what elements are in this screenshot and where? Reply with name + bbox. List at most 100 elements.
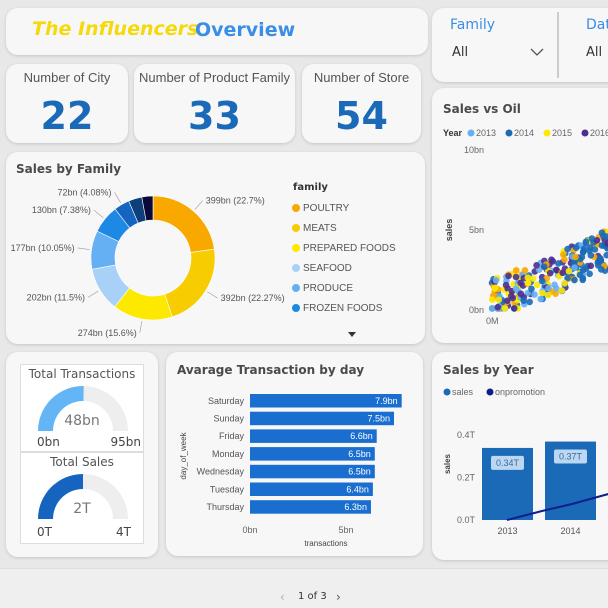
family-slicer-value: All [452,45,469,60]
data-label: 177bn (10.05%) [11,243,75,253]
scatter-point [521,267,529,274]
divider [557,12,559,78]
scatter-point [587,262,595,270]
scatter-point [552,285,560,292]
scatter-point [604,240,608,247]
category-label: Saturday [208,396,245,406]
scatter-point [586,270,593,278]
data-label: 399bn (22.7%) [206,196,265,206]
scatter-point [520,297,528,304]
kpi-number-of-store: Number of Store 54 [302,64,421,143]
family-slicer-dropdown[interactable]: All [444,42,554,64]
scatter-point [571,264,578,271]
legend-item[interactable]: POULTRY [292,198,396,218]
scatter-point [510,305,518,312]
leader-line [93,209,104,218]
y-tick-label: 0.0T [457,515,476,525]
sales-by-year-card: Sales by Year sales onpromotion 0.0T 0.2T 0.… [432,352,608,560]
legend-dot-icon [486,388,494,396]
category-label: Tuesday [210,484,245,494]
legend-item[interactable]: SEAFOOD [292,258,396,278]
prev-page-button[interactable]: ‹ [280,590,285,604]
data-label: 6.6bn [350,431,373,441]
scatter-point [531,291,538,298]
leader-line [77,247,90,250]
gauge-max: 4T [116,525,131,539]
data-label: 274bn (15.6%) [78,328,137,338]
donut-slice [164,248,216,318]
scatter-point [572,244,580,252]
legend-dot-icon [443,388,451,396]
header-card: The Influencers Overview [6,8,428,55]
scatter-point [508,292,515,300]
legend-item[interactable]: FROZEN FOODS [292,298,396,318]
x-tick-label: 2014 [560,526,580,536]
avg-transaction-card: Avarage Transaction by day Saturday 7.9bn… [166,352,423,556]
scatter-point [505,272,512,280]
y-axis-label: sales [444,219,454,242]
next-page-button[interactable]: › [336,590,341,604]
gauge-value: 2T [73,501,91,517]
x-axis-label: transactions [304,539,347,548]
y-tick-label: 10bn [464,145,484,155]
scatter-point [502,281,510,289]
scatter-point [564,274,571,282]
scatter-point [553,266,560,274]
chart-title: Avarage Transaction by day [177,363,365,377]
category-label: Wednesday [197,467,245,477]
data-label: 202bn (11.5%) [27,292,85,302]
data-label: 392bn (22.27%) [221,293,285,303]
legend-item[interactable]: PRODUCE [292,278,396,298]
scatter-point [558,287,566,294]
data-label: 0.34T [496,458,520,468]
legend-dot-icon [292,284,300,292]
gauge-title: Total Transactions [28,367,136,381]
data-label: 6.3bn [344,502,367,512]
bar [250,464,375,479]
y-axis-label: sales [443,453,452,474]
kpi-label: Number of City [23,70,111,85]
scroll-down-icon[interactable] [348,332,356,338]
legend-item[interactable]: MEATS [292,218,396,238]
category-label: Monday [212,449,245,459]
data-label-bg [491,455,524,470]
date-slicer-dropdown[interactable]: All [586,45,603,60]
bar [250,500,371,514]
legend-dot-icon [292,204,300,212]
page-title: Overview [195,19,296,41]
data-label: 7.5bn [367,413,390,423]
slicer-card: Family All Dat All [432,8,608,82]
legend-dot-icon [543,129,551,137]
donut-slice [141,195,154,221]
gauge-arc [38,474,128,519]
scatter-point [597,266,605,273]
scatter-point [587,252,595,259]
kpi-number-of-product-family: Number of Product Family 33 [134,64,295,143]
scatter-point [559,269,566,277]
legend-item[interactable]: PREPARED FOODS [292,238,396,258]
scatter-point [546,269,554,277]
combo-chart: sales onpromotion 0.0T 0.2T 0.4T sales 0.34T 20… [443,387,608,536]
scatter-point [561,280,568,287]
gauge-total-sales: Total Sales 2T 0T 4T [20,452,144,544]
x-tick-label: 0bn [242,525,257,535]
gauge-total-transactions: Total Transactions 48bn 0bn 95bn [20,364,144,452]
scatter-point [501,305,509,312]
scatter-point [512,273,520,281]
leader-line [114,192,121,203]
scatter-point [572,253,579,261]
legend-label: 2013 [476,128,496,138]
scatter-point [512,267,520,274]
page-navigation: ‹ 1 of 3 › [0,568,608,608]
scatter-point [593,237,601,244]
legend-dot-icon [505,129,513,137]
bar [250,411,394,426]
scatter-point [524,279,532,287]
scatter-point [504,297,511,305]
scatter-point [488,305,496,312]
gauge-fill [38,474,83,519]
sales-by-family-card: Sales by Family 399bn (22.7%) 392bn (22.2… [6,152,425,344]
scatter-point [564,245,571,253]
scatter-point [488,296,496,303]
legend-dot-icon [581,129,589,137]
